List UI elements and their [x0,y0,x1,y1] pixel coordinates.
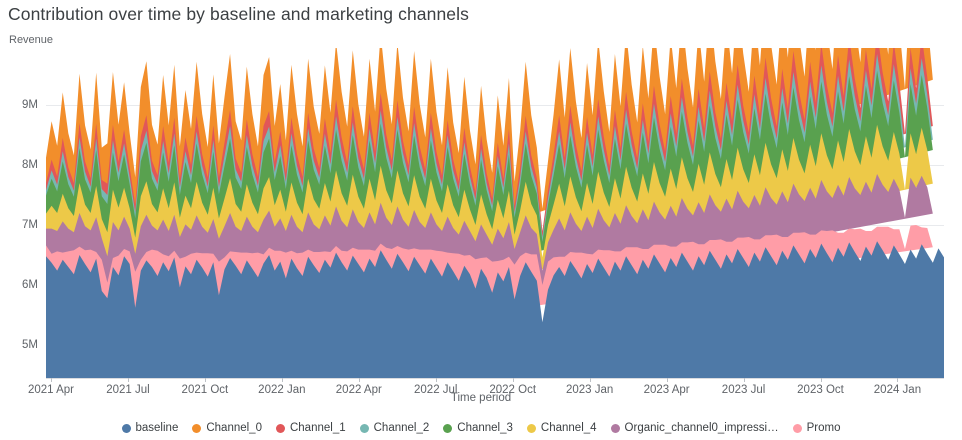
x-tick-label: 2023 Jan [565,384,614,396]
x-tick-mark [589,378,591,382]
legend-item[interactable]: Promo [792,422,841,434]
legend-swatch-icon [192,423,202,433]
legend-label: Channel_1 [289,422,346,434]
y-axis: 5M 6M 7M 8M 9M [0,48,46,378]
legend-label: Promo [806,422,841,434]
x-tick-label: 2023 Apr [643,384,690,396]
x-tick-label: 2022 Jan [258,384,306,396]
legend-swatch-icon [121,423,131,433]
legend-swatch-icon [275,423,285,433]
legend-item[interactable]: Channel_1 [275,422,346,434]
x-tick-label: 2023 Oct [797,384,844,396]
x-tick-mark [435,378,437,382]
x-axis: 2021 Apr 2021 Jul 2021 Oct 2022 Jan 2022 Apr… [0,378,962,404]
legend-label: Organic_channel0_impressi… [624,422,779,434]
legend-swatch-icon [443,423,453,433]
legend-item[interactable]: Channel_2 [359,422,430,434]
page-title: Contribution over time by baseline and m… [8,4,469,24]
legend-label: Channel_4 [540,422,597,434]
legend-label: Channel_2 [373,422,430,434]
x-tick-mark [897,378,899,382]
x-tick-label: 2021 Apr [27,384,75,396]
y-tick-label: 9M [22,99,38,111]
legend-label: Channel_3 [457,422,513,434]
stacked-area-chart [46,48,944,378]
x-tick-mark [743,378,745,382]
legend-item[interactable]: Channel_3 [443,422,513,434]
legend-label: baseline [135,422,179,434]
plot-area [46,48,944,378]
x-tick-mark [512,378,514,382]
x-tick-label: 2023 Jul [721,384,766,396]
y-tick-label: 6M [22,279,38,291]
y-tick-label: 8M [22,159,38,171]
x-tick-label: 2022 Apr [335,384,382,396]
legend-item[interactable]: Channel_4 [526,422,597,434]
x-tick-mark [127,378,129,382]
legend-item[interactable]: Channel_0 [192,422,262,434]
x-tick-mark [820,378,822,382]
x-tick-label: 2022 Oct [489,384,537,396]
legend-swatch-icon [526,423,536,433]
plot-wrapper: 5M 6M 7M 8M 9M [0,48,962,378]
area-series-baseline [46,241,944,378]
legend-swatch-icon [792,423,802,433]
x-tick-label: 2021 Jul [106,384,150,396]
x-tick-label: 2022 Jul [414,384,458,396]
x-tick-label: 2021 Oct [181,384,229,396]
x-tick-mark [281,378,283,382]
chart-legend: baseline Channel_0 Channel_1 Channel_2 Chann… [0,418,962,438]
legend-item[interactable]: baseline [121,422,179,434]
x-axis-line [46,378,944,379]
legend-label: Channel_0 [206,422,262,434]
x-tick-mark [51,378,52,382]
gridline [46,105,944,106]
y-tick-label: 7M [22,219,38,231]
legend-swatch-icon [359,423,369,433]
x-tick-mark [666,378,668,382]
x-tick-mark [204,378,206,382]
x-tick-label: 2024 Jan [873,384,922,396]
legend-item[interactable]: Organic_channel0_impressi… [610,422,779,434]
x-tick-mark [358,378,360,382]
legend-swatch-icon [610,423,620,433]
x-axis-title: Time period [450,392,512,404]
chart-subtitle: Revenue [9,34,54,46]
y-tick-label: 5M [22,339,38,351]
